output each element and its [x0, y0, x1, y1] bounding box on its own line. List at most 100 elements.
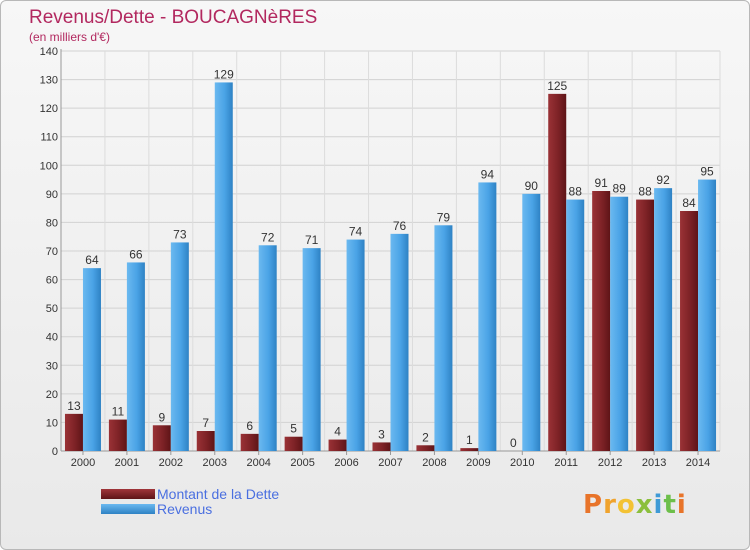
bar-revenue — [82, 268, 101, 451]
data-label-debt: 0 — [510, 436, 517, 450]
legend: Montant de la Dette Revenus — [101, 485, 280, 517]
data-label-revenue: 66 — [129, 247, 143, 261]
data-label-revenue: 90 — [525, 179, 539, 193]
legend-item-debt: Montant de la Dette — [101, 485, 280, 502]
logo-letter: i — [676, 490, 687, 520]
data-label-debt: 9 — [158, 410, 165, 424]
logo-letter: r — [603, 490, 617, 520]
bar-debt — [460, 448, 479, 451]
data-label-revenue: 94 — [481, 167, 495, 181]
bar-revenue — [170, 242, 189, 451]
x-tick-label: 2002 — [159, 457, 183, 469]
data-label-debt: 84 — [682, 196, 696, 210]
bar-revenue — [698, 179, 717, 452]
y-tick-label: 140 — [40, 46, 58, 58]
x-tick-label: 2007 — [378, 457, 402, 469]
bar-debt — [592, 191, 611, 451]
y-tick-label: 40 — [46, 332, 58, 344]
x-tick-label: 2009 — [466, 457, 490, 469]
bar-debt — [636, 199, 655, 451]
y-tick-label: 90 — [46, 189, 58, 201]
data-label-debt: 4 — [334, 425, 341, 439]
data-label-revenue: 95 — [700, 165, 714, 179]
data-label-debt: 2 — [422, 430, 429, 444]
bar-revenue — [478, 182, 497, 451]
bar-debt — [152, 425, 171, 451]
bar-revenue — [126, 262, 145, 451]
y-tick-label: 130 — [40, 75, 58, 87]
y-tick-label: 10 — [46, 417, 58, 429]
bar-revenue — [522, 193, 541, 451]
bar-revenue — [346, 239, 365, 451]
x-tick-label: 2001 — [115, 457, 139, 469]
bar-revenue — [214, 82, 233, 451]
data-label-debt: 6 — [246, 419, 253, 433]
proxiti-logo: Proxiti — [583, 490, 687, 520]
y-tick-label: 120 — [40, 103, 58, 115]
data-label-revenue: 129 — [214, 67, 234, 81]
data-label-revenue: 72 — [261, 230, 275, 244]
y-tick-label: 100 — [40, 160, 58, 172]
bar-debt — [240, 433, 259, 451]
logo-letter: P — [583, 490, 604, 520]
legend-label-debt: Montant de la Dette — [157, 485, 280, 502]
bar-debt — [372, 442, 391, 451]
bar-revenue — [654, 188, 673, 451]
data-label-revenue: 74 — [349, 225, 363, 239]
bar-revenue — [302, 248, 321, 451]
data-label-revenue: 64 — [85, 253, 99, 267]
y-tick-label: 0 — [52, 446, 58, 458]
bar-debt — [108, 419, 127, 451]
x-tick-label: 2003 — [203, 457, 227, 469]
y-tick-label: 20 — [46, 389, 58, 401]
x-tick-label: 2012 — [598, 457, 622, 469]
legend-swatch-debt — [101, 488, 155, 499]
x-tick-label: 2004 — [246, 457, 270, 469]
bar-debt — [64, 413, 83, 451]
y-tick-label: 60 — [46, 275, 58, 287]
bar-revenue — [390, 233, 409, 451]
x-tick-label: 2008 — [422, 457, 446, 469]
data-label-debt: 11 — [112, 405, 125, 419]
logo-letter: i — [653, 490, 664, 520]
y-tick-label: 30 — [46, 360, 58, 372]
legend-swatch-revenue — [101, 503, 155, 514]
y-tick-label: 50 — [46, 303, 58, 315]
logo-letter: x — [635, 490, 654, 520]
x-tick-label: 2006 — [334, 457, 358, 469]
data-label-debt: 91 — [594, 176, 608, 190]
logo-letter: o — [616, 490, 636, 520]
chart-subtitle: (en milliers d'€) — [29, 30, 110, 44]
bar-revenue — [610, 196, 629, 451]
y-tick-label: 110 — [40, 132, 58, 144]
x-tick-label: 2014 — [686, 457, 710, 469]
y-tick-label: 80 — [46, 217, 58, 229]
data-label-revenue: 73 — [173, 227, 187, 241]
bar-debt — [416, 445, 435, 451]
x-tick-label: 2013 — [642, 457, 666, 469]
bar-debt — [680, 211, 699, 451]
data-label-debt: 1 — [466, 433, 473, 447]
x-tick-label: 2011 — [554, 457, 578, 469]
bar-debt — [548, 93, 567, 451]
data-label-revenue: 71 — [305, 233, 319, 247]
data-label-debt: 13 — [67, 399, 81, 413]
data-label-revenue: 92 — [656, 173, 670, 187]
bars — [64, 82, 717, 452]
data-label-debt: 5 — [290, 422, 297, 436]
bar-debt — [284, 436, 303, 451]
bar-debt — [196, 431, 215, 451]
x-tick-label: 2005 — [290, 457, 314, 469]
data-label-debt: 88 — [638, 185, 652, 199]
data-label-revenue: 79 — [437, 210, 451, 224]
bar-debt — [328, 439, 347, 451]
chart-title: Revenus/Dette - BOUCAGNèRES — [29, 7, 318, 28]
legend-label-revenue: Revenus — [157, 500, 213, 517]
data-label-revenue: 76 — [393, 219, 407, 233]
bar-revenue — [258, 245, 277, 451]
data-label-debt: 3 — [378, 427, 385, 441]
bar-revenue — [434, 225, 453, 451]
legend-item-revenue: Revenus — [101, 500, 279, 517]
